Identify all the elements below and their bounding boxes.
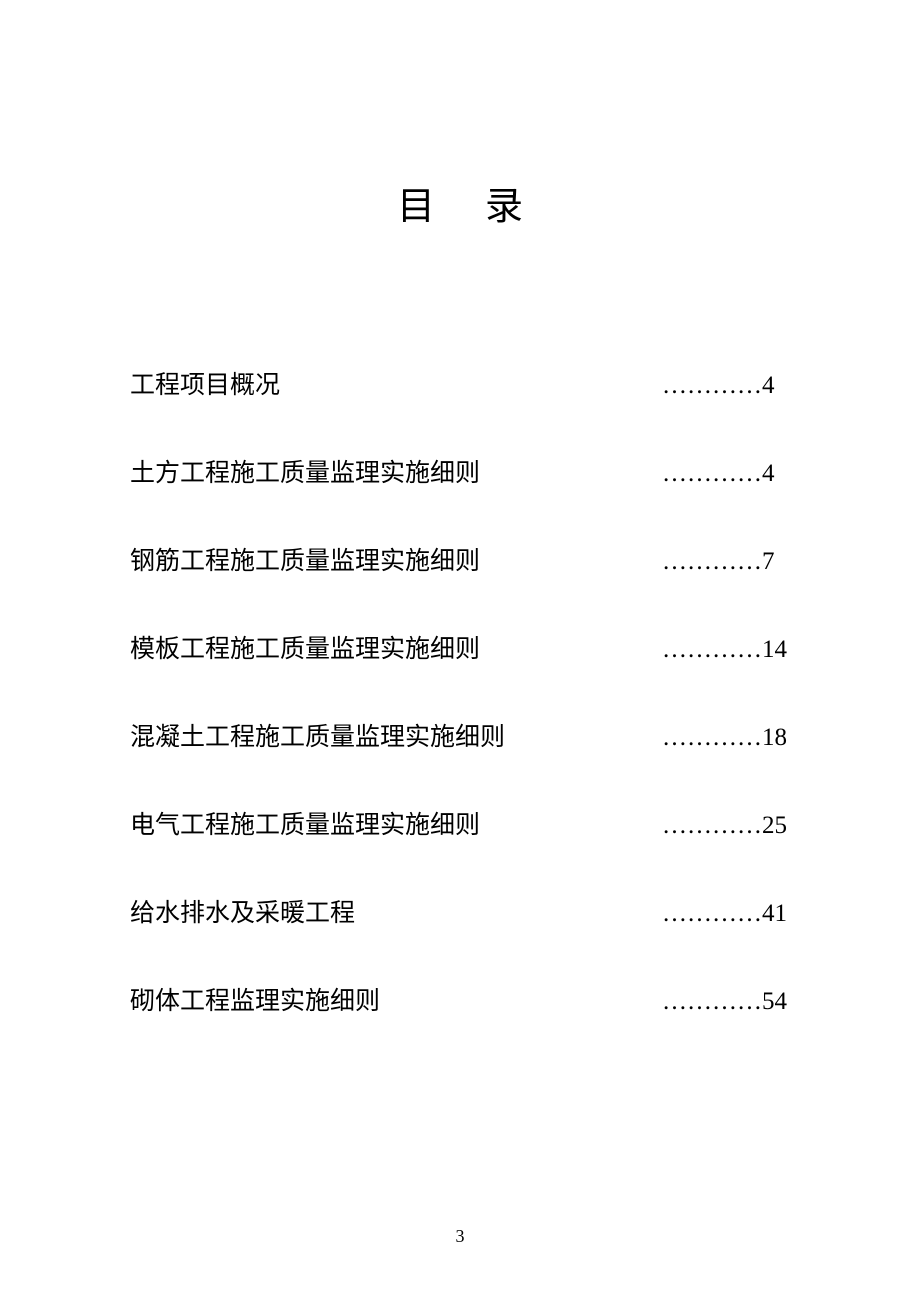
toc-dots: …………	[662, 460, 762, 488]
toc-page-section: ………… 7	[662, 548, 790, 576]
toc-page-section: ………… 18	[662, 724, 790, 752]
toc-entry-title: 土方工程施工质量监理实施细则	[130, 453, 480, 489]
toc-title: 目录	[130, 175, 790, 230]
toc-page-section: ………… 14	[662, 636, 790, 664]
toc-entry: 给水排水及采暖工程 ………… 41	[130, 893, 790, 929]
toc-page-number: 41	[762, 900, 790, 928]
toc-entry-title: 给水排水及采暖工程	[130, 893, 355, 929]
toc-entry-title: 钢筋工程施工质量监理实施细则	[130, 541, 480, 577]
toc-dots: …………	[662, 812, 762, 840]
toc-entry: 砌体工程监理实施细则 ………… 54	[130, 981, 790, 1017]
toc-page-section: ………… 41	[662, 900, 790, 928]
toc-entry: 电气工程施工质量监理实施细则 ………… 25	[130, 805, 790, 841]
toc-page-number: 4	[762, 372, 790, 400]
toc-entry-title: 电气工程施工质量监理实施细则	[130, 805, 480, 841]
toc-dots: …………	[662, 900, 762, 928]
toc-page-section: ………… 54	[662, 988, 790, 1016]
page-container: 目录 工程项目概况 ………… 4 土方工程施工质量监理实施细则 ………… 4 钢…	[0, 0, 920, 1302]
toc-dots: …………	[662, 988, 762, 1016]
toc-entry: 工程项目概况 ………… 4	[130, 365, 790, 401]
toc-page-section: ………… 25	[662, 812, 790, 840]
toc-dots: …………	[662, 372, 762, 400]
toc-entry-title: 砌体工程监理实施细则	[130, 981, 380, 1017]
toc-entry-title: 工程项目概况	[130, 365, 280, 401]
toc-entry-title: 混凝土工程施工质量监理实施细则	[130, 717, 505, 753]
toc-dots: …………	[662, 548, 762, 576]
toc-page-number: 14	[762, 636, 790, 664]
toc-page-number: 18	[762, 724, 790, 752]
toc-dots: …………	[662, 636, 762, 664]
toc-entry: 混凝土工程施工质量监理实施细则 ………… 18	[130, 717, 790, 753]
toc-page-number: 4	[762, 460, 790, 488]
toc-page-section: ………… 4	[662, 372, 790, 400]
toc-page-number: 54	[762, 988, 790, 1016]
toc-list: 工程项目概况 ………… 4 土方工程施工质量监理实施细则 ………… 4 钢筋工程…	[130, 365, 790, 1017]
toc-dots: …………	[662, 724, 762, 752]
toc-entry: 模板工程施工质量监理实施细则 ………… 14	[130, 629, 790, 665]
toc-page-section: ………… 4	[662, 460, 790, 488]
toc-entry-title: 模板工程施工质量监理实施细则	[130, 629, 480, 665]
toc-entry: 土方工程施工质量监理实施细则 ………… 4	[130, 453, 790, 489]
toc-page-number: 7	[762, 548, 790, 576]
toc-entry: 钢筋工程施工质量监理实施细则 ………… 7	[130, 541, 790, 577]
page-number: 3	[0, 1226, 920, 1247]
toc-page-number: 25	[762, 812, 790, 840]
